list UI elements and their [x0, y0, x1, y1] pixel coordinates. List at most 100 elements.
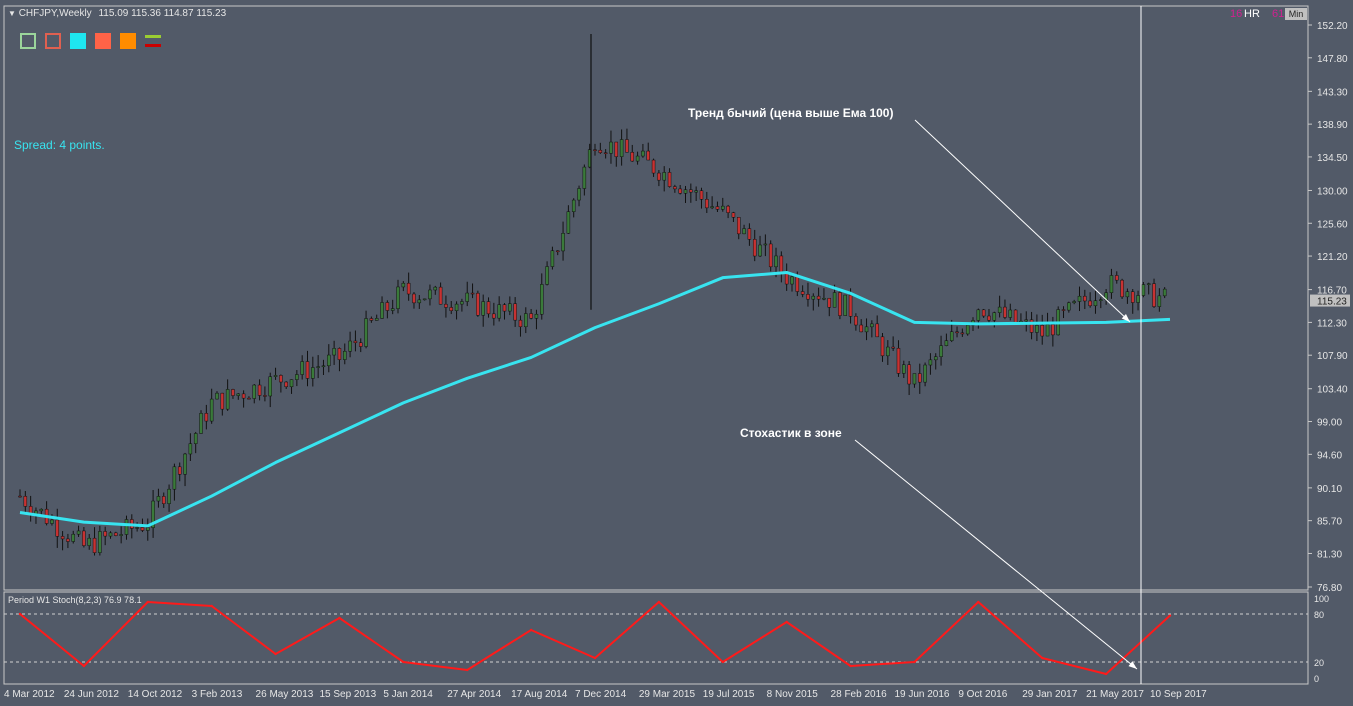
candle-body [231, 389, 235, 396]
lime-red-lines-button[interactable] [145, 33, 161, 49]
menu-arrow-icon[interactable]: ▼ [8, 9, 16, 18]
candle-body [843, 294, 847, 316]
candle-body [790, 276, 794, 285]
candle-body [87, 537, 91, 546]
orange-square-button[interactable] [120, 33, 136, 49]
time-axis-label: 15 Sep 2013 [319, 689, 376, 700]
candle-body [481, 301, 485, 316]
min-button[interactable]: Min [1285, 8, 1307, 20]
candle-body [204, 413, 209, 422]
stochastic-point [1168, 614, 1172, 617]
candle-body [635, 155, 640, 162]
candle-body [412, 293, 416, 304]
candle-body [1141, 284, 1146, 296]
candle-body [534, 313, 539, 319]
candle-body [886, 346, 890, 357]
candle-body [832, 292, 837, 308]
candle-body [987, 315, 991, 321]
stochastic-point [657, 600, 661, 604]
candle-body [343, 351, 347, 360]
price-tick-label: 116.70 [1317, 286, 1347, 297]
stoch-tick-label: 100 [1314, 594, 1329, 604]
candle-body [667, 172, 672, 187]
candle-body [774, 255, 778, 268]
candle-body [476, 292, 480, 316]
candle-body [795, 276, 800, 292]
candle-body [1029, 319, 1034, 333]
candle-body [321, 365, 326, 368]
price-tick-label: 134.50 [1317, 153, 1348, 164]
candle-body [763, 243, 768, 246]
stochastic-point [593, 656, 597, 660]
candle-body [183, 453, 187, 475]
candle-body [737, 217, 741, 235]
candle-body [353, 340, 358, 343]
candle-body [1024, 319, 1028, 322]
candle-body [1130, 291, 1135, 303]
candle-body [225, 389, 230, 410]
candle-body [263, 395, 267, 397]
candle-body [1045, 324, 1050, 337]
price-tick-label: 147.80 [1317, 54, 1348, 65]
green-outline-square-button[interactable] [20, 33, 36, 49]
candle-body [348, 340, 352, 352]
candle-body [545, 266, 549, 285]
candle-body [944, 340, 949, 346]
candle-body [433, 286, 438, 291]
candle-body [327, 354, 331, 367]
candle-body [1120, 279, 1124, 298]
candle-body [257, 384, 262, 396]
candle-body [758, 244, 762, 257]
candle-body [806, 294, 810, 300]
candle-body [891, 346, 895, 349]
stochastic-point [402, 660, 405, 664]
candle-body [295, 374, 299, 380]
candle-body [949, 331, 954, 341]
time-axis-label: 7 Dec 2014 [575, 689, 627, 700]
candle-body [55, 519, 60, 537]
candle-body [422, 298, 427, 301]
candle-body [939, 345, 943, 357]
time-axis-label: 29 Mar 2015 [639, 689, 696, 700]
candle-body [1093, 300, 1098, 307]
candle-body [492, 313, 496, 319]
candle-body [875, 323, 879, 338]
cyan-square-button[interactable] [70, 33, 86, 49]
candle-body [1136, 295, 1140, 303]
stochastic-point [18, 612, 22, 616]
time-axis-label: 26 May 2013 [256, 689, 314, 700]
candle-body [124, 519, 129, 535]
candle-body [811, 295, 816, 300]
red-outline-square-button[interactable] [45, 33, 61, 49]
tomato-square-button[interactable] [95, 33, 111, 49]
price-tick-label: 103.40 [1317, 385, 1348, 396]
candle-body [864, 326, 869, 333]
candle-body [731, 212, 736, 218]
candle-body [508, 303, 512, 312]
candle-body [907, 364, 911, 385]
candle-body [374, 318, 379, 321]
candle-body [1013, 309, 1018, 323]
candle-body [444, 303, 448, 308]
candle-body [768, 243, 773, 268]
ema-100-line [19, 270, 1171, 528]
candle-body [268, 376, 272, 397]
candle-body [673, 186, 677, 190]
time-axis-label: 17 Aug 2014 [511, 689, 568, 700]
time-axis-label: 21 May 2017 [1086, 689, 1144, 700]
main-panel-border [3, 5, 1309, 591]
candle-body [140, 527, 145, 531]
candle-body [992, 312, 997, 321]
candle-body [555, 250, 560, 253]
candle-body [577, 188, 581, 201]
candle-body [364, 318, 368, 347]
candle-body [220, 392, 225, 410]
candle-body [380, 302, 384, 319]
candle-body [135, 527, 139, 529]
candle-body [694, 190, 698, 193]
hr-label: HR [1244, 8, 1260, 20]
candle-body [401, 282, 406, 288]
candle-body [1083, 295, 1087, 302]
